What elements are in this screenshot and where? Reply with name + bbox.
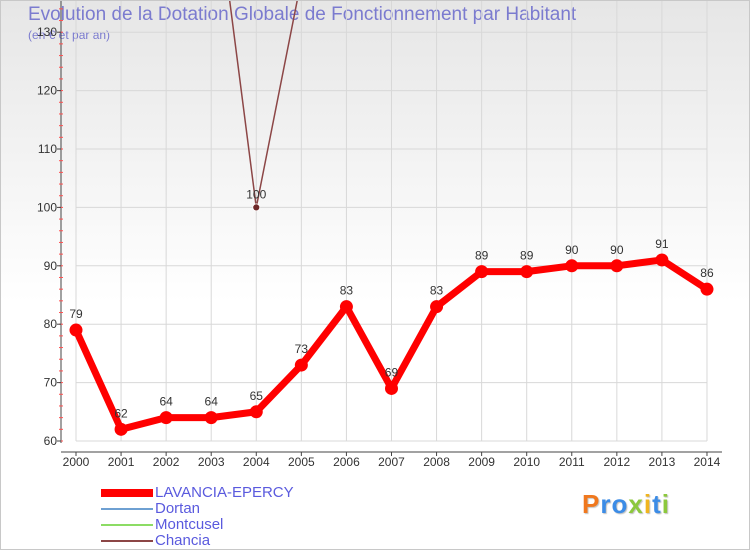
x-tick-label: 2006 bbox=[333, 455, 360, 469]
legend-label: LAVANCIA-EPERCY bbox=[155, 484, 294, 501]
data-point-lavancia-epercy bbox=[204, 411, 218, 425]
data-label-lavancia-epercy: 79 bbox=[69, 307, 83, 321]
logo-letter: x bbox=[628, 489, 644, 519]
data-label-lavancia-epercy: 90 bbox=[610, 243, 624, 257]
data-point-lavancia-epercy bbox=[69, 323, 83, 337]
data-point-lavancia-epercy bbox=[384, 381, 398, 395]
logo-letter: i bbox=[661, 489, 670, 519]
data-point-lavancia-epercy bbox=[430, 300, 444, 314]
data-label-lavancia-epercy: 62 bbox=[114, 406, 128, 420]
y-tick-label: 70 bbox=[44, 376, 58, 390]
x-tick-label: 2003 bbox=[198, 455, 225, 469]
x-tick-label: 2011 bbox=[559, 455, 585, 469]
legend-item: Chancia bbox=[101, 533, 294, 549]
logo-letter: o bbox=[611, 489, 629, 519]
y-tick-label: 110 bbox=[38, 142, 57, 156]
data-point-lavancia-epercy bbox=[294, 358, 308, 372]
data-label-chancia: 100 bbox=[246, 187, 266, 201]
data-point-lavancia-epercy bbox=[610, 259, 624, 273]
x-tick-label: 2007 bbox=[378, 455, 405, 469]
legend-swatch bbox=[101, 540, 153, 542]
data-point-lavancia-epercy bbox=[159, 411, 173, 425]
y-tick-label: 120 bbox=[37, 84, 57, 98]
x-tick-label: 2008 bbox=[423, 455, 450, 469]
legend-label: Montcusel bbox=[155, 516, 224, 533]
data-label-lavancia-epercy: 64 bbox=[205, 395, 219, 409]
logo-letter: r bbox=[600, 489, 612, 519]
x-tick-label: 2001 bbox=[108, 455, 135, 469]
chart-subtitle: (en € et par an) bbox=[28, 28, 111, 42]
data-label-lavancia-epercy: 89 bbox=[475, 249, 489, 263]
logo-letter: P bbox=[582, 489, 601, 519]
data-label-lavancia-epercy: 73 bbox=[295, 342, 309, 356]
legend-swatch bbox=[101, 489, 153, 497]
data-label-lavancia-epercy: 69 bbox=[385, 365, 399, 379]
y-tick-label: 90 bbox=[44, 259, 58, 273]
x-tick-label: 2010 bbox=[513, 455, 540, 469]
legend-swatch bbox=[101, 508, 153, 510]
x-tick-label: 2002 bbox=[153, 455, 180, 469]
x-tick-label: 2013 bbox=[649, 455, 676, 469]
x-tick-label: 2004 bbox=[243, 455, 270, 469]
legend-item: Dortan bbox=[101, 501, 294, 517]
data-point-lavancia-epercy bbox=[339, 300, 353, 314]
data-label-lavancia-epercy: 90 bbox=[565, 243, 579, 257]
chart-title: Evolution de la Dotation Globale de Fonc… bbox=[28, 4, 577, 25]
logo-letter: i bbox=[643, 489, 653, 519]
legend: LAVANCIA-EPERCY Dortan Montcusel Chancia bbox=[101, 485, 294, 549]
data-point-lavancia-epercy bbox=[475, 265, 489, 279]
x-tick-label: 2009 bbox=[468, 455, 495, 469]
data-point-lavancia-epercy bbox=[114, 422, 128, 436]
data-label-lavancia-epercy: 83 bbox=[430, 284, 444, 298]
data-point-lavancia-epercy bbox=[655, 253, 669, 267]
data-label-lavancia-epercy: 86 bbox=[700, 266, 714, 280]
data-label-lavancia-epercy: 83 bbox=[340, 284, 354, 298]
data-point-lavancia-epercy bbox=[520, 265, 534, 279]
logo-letter: t bbox=[652, 489, 662, 519]
data-point-chancia bbox=[252, 203, 261, 212]
data-point-lavancia-epercy bbox=[565, 259, 579, 273]
legend-item: LAVANCIA-EPERCY bbox=[101, 485, 294, 501]
data-label-lavancia-epercy: 64 bbox=[159, 395, 173, 409]
y-tick-label: 60 bbox=[44, 434, 58, 448]
x-tick-label: 2014 bbox=[694, 455, 721, 469]
y-tick-label: 100 bbox=[37, 200, 57, 214]
legend-item: Montcusel bbox=[101, 517, 294, 533]
data-point-lavancia-epercy bbox=[249, 405, 263, 419]
x-tick-label: 2000 bbox=[63, 455, 90, 469]
x-tick-label: 2012 bbox=[603, 455, 630, 469]
data-label-lavancia-epercy: 91 bbox=[655, 237, 669, 251]
y-tick-label: 130 bbox=[37, 25, 57, 39]
data-label-lavancia-epercy: 65 bbox=[250, 389, 264, 403]
proxiti-logo: Proxiti bbox=[582, 489, 670, 520]
legend-label: Dortan bbox=[155, 500, 201, 517]
x-tick-label: 2005 bbox=[288, 455, 315, 469]
legend-swatch bbox=[101, 524, 153, 526]
y-tick-label: 80 bbox=[44, 317, 58, 331]
legend-label: Chancia bbox=[155, 532, 211, 549]
data-point-lavancia-epercy bbox=[700, 282, 714, 296]
data-label-lavancia-epercy: 89 bbox=[520, 249, 534, 263]
